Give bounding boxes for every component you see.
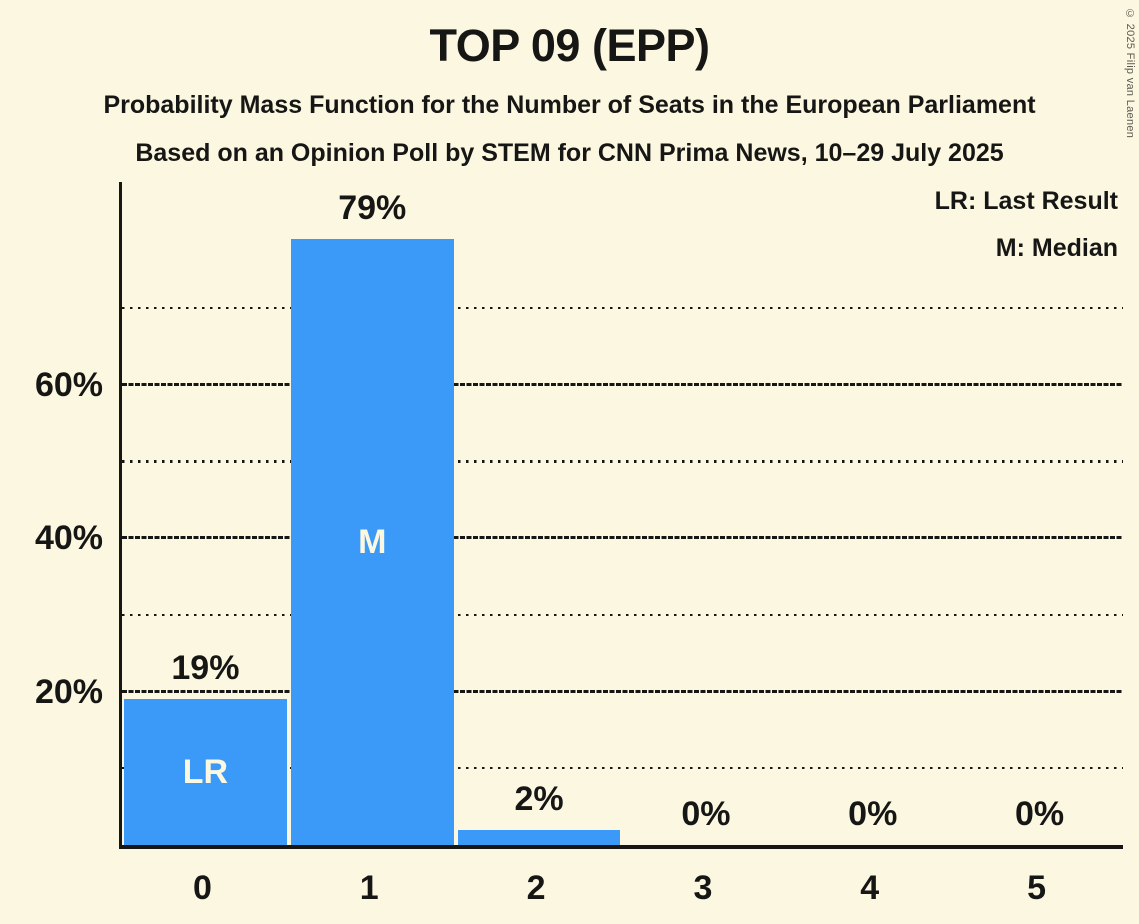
bar-slot-1: 79% M — [289, 182, 456, 845]
gridline-dotted-10 — [122, 766, 1123, 770]
chart-title: TOP 09 (EPP) — [429, 20, 710, 71]
bar-annotation-m: M — [358, 523, 387, 562]
bar-slot-5: 0% — [956, 182, 1123, 845]
x-tick-label-0: 0 — [192, 869, 212, 907]
y-tick-label-20: 20% — [34, 672, 103, 711]
chart-subtitle-line1: Probability Mass Function for the Number… — [103, 91, 1036, 119]
x-tick-label-4: 4 — [860, 869, 880, 907]
x-tick-label-3: 3 — [693, 869, 713, 907]
bar-value-label-5: 0% — [1015, 795, 1065, 833]
gridline-dotted-50 — [122, 460, 1123, 463]
bar-slot-4: 0% — [789, 182, 956, 845]
y-tick-label-60: 60% — [34, 366, 103, 405]
bar-slot-3: 0% — [623, 182, 790, 845]
gridline-60 — [122, 383, 1123, 387]
bar-1 — [290, 239, 454, 845]
bar-value-label-2: 2% — [514, 779, 564, 818]
bar-value-label-0: 19% — [171, 649, 240, 688]
x-tick-label-5: 5 — [1027, 869, 1047, 907]
chart-legend: LR: Last Result M: Median — [935, 178, 1118, 272]
bar-value-label-1: 79% — [338, 189, 407, 228]
gridline-dotted-30 — [122, 613, 1123, 617]
x-tick-label-2: 2 — [526, 869, 546, 907]
legend-entry-median: M: Median — [995, 234, 1118, 262]
chart-subtitle-line2: Based on an Opinion Poll by STEM for CNN… — [135, 139, 1004, 167]
bar-slot-2: 2% — [456, 182, 623, 845]
plot-area: 19% LR 79% M 2% 0% 0% 0% — [119, 182, 1123, 849]
bar-annotation-lr: LR — [182, 753, 229, 792]
bar-2 — [457, 829, 621, 845]
x-tick-label-1: 1 — [359, 869, 379, 907]
y-axis-labels: 20% 40% 60% — [0, 182, 103, 845]
bar-value-label-3: 0% — [681, 795, 731, 833]
bar-slot-0: 19% LR — [122, 182, 289, 845]
gridline-dotted-70 — [122, 306, 1123, 310]
gridline-40 — [122, 536, 1123, 540]
y-tick-label-40: 40% — [34, 519, 103, 558]
legend-entry-last-result: LR: Last Result — [934, 187, 1118, 215]
bar-value-label-4: 0% — [848, 795, 898, 833]
bar-0 — [124, 699, 287, 845]
x-axis-labels: 0 1 2 3 4 5 — [119, 868, 1120, 912]
copyright-notice: © 2025 Filip van Laenen — [1124, 8, 1136, 139]
gridline-20 — [122, 689, 1123, 693]
